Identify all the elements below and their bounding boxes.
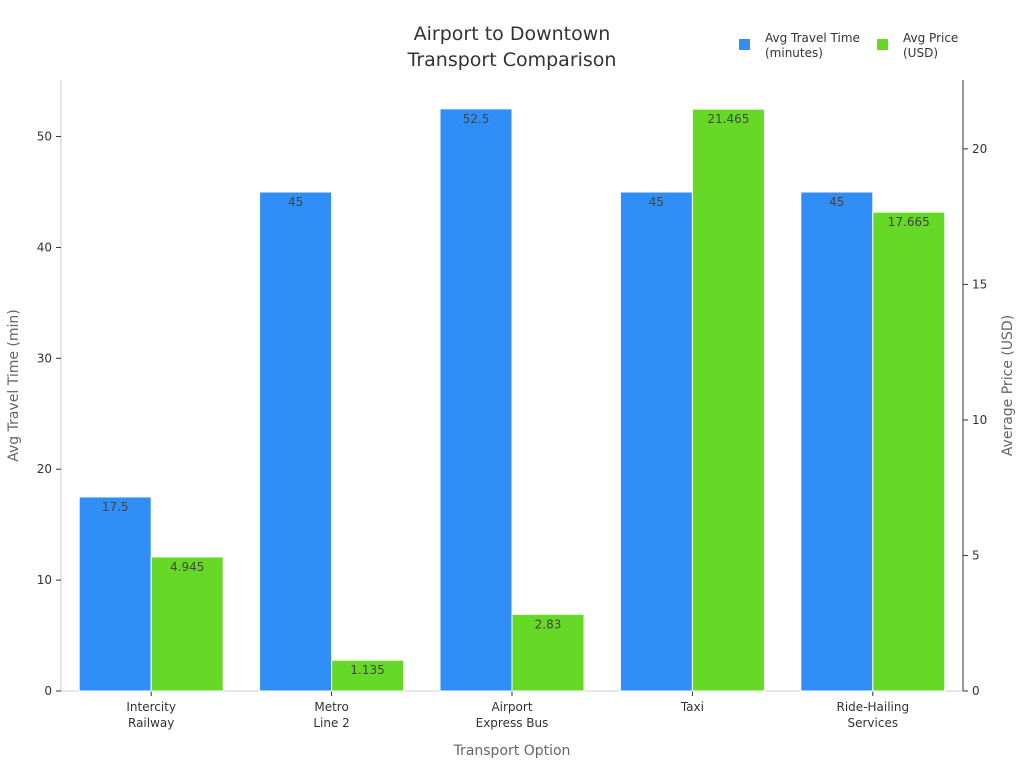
bar-value-label: 17.5 <box>102 500 129 514</box>
x-tick-label-line: Airport <box>491 700 532 714</box>
x-tick-label: Metro Line 2 <box>313 700 349 730</box>
legend-label: Avg Travel Time (minutes) <box>765 31 860 60</box>
bar-price <box>511 613 585 692</box>
x-tick-label-line: Line 2 <box>313 716 349 730</box>
bar-value-label: 4.945 <box>170 560 204 574</box>
chart-title: Airport to Downtown Transport Comparison <box>407 23 617 71</box>
axes: 0 10 20 30 40 50 0 5 10 15 20 Avg Travel Time (min)… <box>6 80 1016 759</box>
bar-price <box>150 556 224 692</box>
bar-value-label: 17.665 <box>888 215 930 229</box>
y-left-tick-label: 20 <box>37 462 52 476</box>
bars <box>78 108 946 692</box>
y-left-tick-label: 40 <box>37 240 52 254</box>
y-left-tick-label: 0 <box>44 684 52 698</box>
y-right-tick-label: 5 <box>972 548 980 562</box>
x-tick-label-line: Express Bus <box>476 716 549 730</box>
chart-title-line: Transport Comparison <box>407 49 617 71</box>
legend-label-line: Avg Travel Time <box>765 31 860 45</box>
y-left-tick-label: 50 <box>37 130 52 144</box>
bar-travel-time <box>800 191 874 692</box>
bar-travel-time <box>439 108 513 692</box>
y-right-tick-label: 20 <box>972 142 987 156</box>
bar-price <box>331 659 405 692</box>
y-axis-left-label: Avg Travel Time (min) <box>6 309 22 461</box>
y-right-tick-label: 15 <box>972 277 987 291</box>
x-tick-label: Taxi <box>680 700 704 714</box>
bar-value-label: 52.5 <box>463 112 490 126</box>
bar-value-label: 45 <box>829 195 844 209</box>
x-tick-label-line: Metro <box>314 700 348 714</box>
bar-value-label: 21.465 <box>707 112 749 126</box>
x-tick-label: Airport Express Bus <box>476 700 549 730</box>
bar-travel-time <box>78 496 152 692</box>
bar-travel-time <box>619 191 693 692</box>
bar-value-label: 1.135 <box>350 663 384 677</box>
x-tick-label-line: Railway <box>128 716 174 730</box>
legend-label: Avg Price (USD) <box>903 31 958 60</box>
bar-price <box>691 108 765 692</box>
legend-swatch <box>877 39 888 50</box>
bar-value-label: 2.83 <box>535 617 562 631</box>
y-axis-right-label: Average Price (USD) <box>1000 315 1016 456</box>
y-right-tick-label: 10 <box>972 413 987 427</box>
legend-swatch <box>739 39 750 50</box>
y-right-tick-label: 0 <box>972 684 980 698</box>
bar-price <box>872 211 946 692</box>
bar-value-label: 45 <box>288 195 303 209</box>
x-tick-label: Intercity Railway <box>126 700 176 730</box>
x-tick-label-line: Services <box>847 716 898 730</box>
legend-label-line: (minutes) <box>765 46 823 60</box>
x-tick-label-line: Intercity <box>126 700 176 714</box>
y-left-tick-label: 30 <box>37 351 52 365</box>
x-axis-label: Transport Option <box>453 743 571 759</box>
bar-value-label: 45 <box>649 195 664 209</box>
legend-label-line: (USD) <box>903 46 938 60</box>
legend: Avg Travel Time (minutes) Avg Price (USD) <box>739 31 958 60</box>
x-tick-label: Ride-Hailing Services <box>836 700 909 730</box>
x-tick-label-line: Taxi <box>680 700 704 714</box>
data-labels: 17.5 4.945 45 1.135 52.5 2.83 45 21.465 45 17.665 <box>102 112 930 677</box>
legend-label-line: Avg Price <box>903 31 958 45</box>
x-tick-label-line: Ride-Hailing <box>836 700 909 714</box>
y-left-tick-label: 10 <box>37 573 52 587</box>
bar-travel-time <box>259 191 333 692</box>
chart-title-line: Airport to Downtown <box>414 23 611 45</box>
